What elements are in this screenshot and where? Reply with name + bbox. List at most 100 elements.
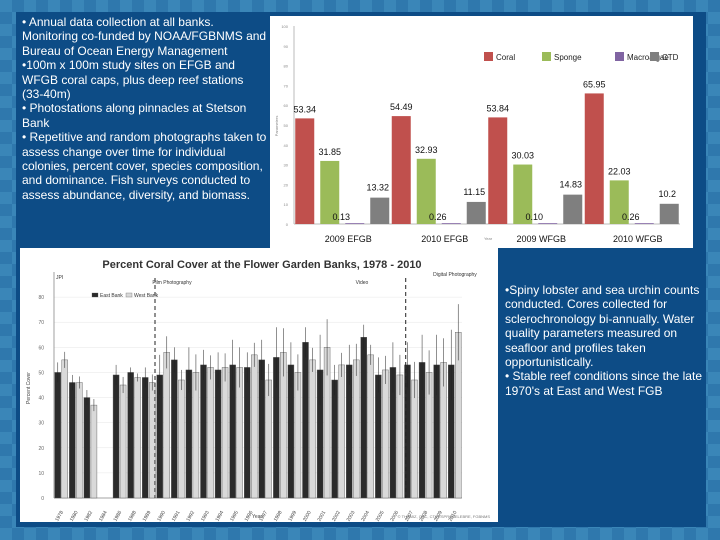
bar-west-bank-2004	[367, 354, 374, 499]
x-tick-label: 1999	[287, 510, 298, 522]
right-bullet-1: •Spiny lobster and sea urchin counts con…	[505, 283, 700, 370]
x-tick-label: 2007	[404, 510, 415, 522]
bar-coral-2009-wfgb	[488, 117, 508, 224]
legend-label-sponge: Sponge	[554, 53, 582, 62]
x-tick-label: 1986	[113, 510, 124, 522]
y-tick-label: 0	[41, 496, 44, 502]
data-label-coral: 53.84	[486, 103, 509, 113]
y-tick-label: 30	[38, 421, 44, 427]
y-tick-label: 20	[38, 446, 44, 452]
left-bullet-1: • Annual data collection at all banks. M…	[22, 15, 267, 58]
bar-west-bank-1993	[207, 367, 214, 499]
data-label-ctd: 11.15	[463, 187, 485, 197]
y-tick-label: 40	[284, 143, 289, 148]
chart-title: Percent Coral Cover at the Flower Garden…	[102, 259, 421, 271]
left-bullet-text: • Annual data collection at all banks. M…	[22, 15, 267, 202]
x-tick-label: 2009 WFGB	[516, 234, 566, 244]
y-tick-label: 70	[38, 320, 44, 326]
x-tick-label: 1980	[69, 510, 80, 522]
x-tick-label: 1997	[258, 510, 269, 522]
bar-east-bank-1989	[142, 377, 149, 499]
bar-east-bank-1994	[214, 369, 222, 499]
legend-label-ctd: CTD	[662, 53, 679, 62]
bar-ctd-2010-efgb	[466, 201, 486, 224]
bar-sponge-2009-wfgb	[513, 164, 533, 224]
legend-swatch-ctd	[650, 52, 659, 61]
x-tick-label: 1998	[273, 510, 284, 522]
left-bullet-4: • Repetitive and random photographs take…	[22, 130, 267, 202]
y-tick-label: 10	[38, 471, 44, 477]
bar-east-bank-2005	[375, 374, 382, 499]
y-tick-label: 60	[284, 103, 289, 108]
bar-west-bank-1991	[178, 379, 185, 499]
bar-east-bank-1997	[258, 359, 265, 499]
y-tick-label: 50	[284, 123, 289, 128]
bar-west-bank-1990	[163, 352, 170, 499]
chart-footnote: © THSMIZ, OSC, CTA ESPROBELEBRE, FGBNMS	[398, 514, 491, 519]
x-tick-label: 1991	[171, 510, 182, 522]
x-tick-label: 2010	[448, 510, 459, 522]
legend-swatch-macroalgae	[615, 52, 624, 61]
x-tick-label: 2003	[346, 510, 357, 522]
y-tick-label: 80	[284, 64, 289, 69]
x-tick-label: 1978	[54, 510, 65, 522]
data-label-coral: 65.95	[583, 79, 606, 89]
bar-west-bank-1994	[221, 367, 229, 499]
y-tick-label: 0	[286, 222, 289, 227]
data-label-sponge: 22.03	[608, 166, 631, 176]
right-bullet-text: •Spiny lobster and sea urchin counts con…	[505, 283, 705, 398]
y-tick-label: 50	[38, 370, 44, 376]
data-label-macroalgae: 0.26	[429, 212, 447, 222]
bar-sponge-2010-efgb	[416, 158, 436, 224]
right-bullet-2: • Stable reef conditions since the late …	[505, 369, 702, 398]
bar-macroalgae-2009-wfgb	[538, 223, 558, 224]
bar-east-bank-1993	[200, 364, 207, 499]
y-tick-label: 10	[284, 202, 289, 207]
x-tick-label: 2005	[375, 510, 386, 522]
x-tick-label: 2001	[317, 510, 328, 522]
bar-ctd-2010-wfgb	[659, 203, 679, 224]
x-tick-label: 1984	[98, 510, 109, 522]
bar-west-bank-2000	[309, 359, 316, 499]
bar-east-bank-1982	[83, 397, 91, 499]
bar-ctd-2009-wfgb	[563, 194, 583, 224]
bar-west-bank-1980	[76, 382, 83, 499]
bar-west-bank-2003	[353, 359, 360, 499]
bar-coral-2009-efgb	[295, 118, 315, 224]
x-tick-label: 2004	[360, 510, 371, 522]
bar-west-bank-1999	[294, 372, 302, 499]
bar-east-bank-2004	[360, 337, 367, 499]
x-tick-label: 1988	[127, 510, 138, 522]
x-tick-label: 1990	[156, 510, 167, 522]
data-label-ctd: 10.2	[658, 189, 676, 199]
x-tick-label: 2009	[433, 510, 444, 522]
x-tick-label: 2010 WFGB	[613, 234, 663, 244]
x-tick-label: 2002	[331, 510, 342, 522]
bar-east-bank-1996	[244, 367, 251, 499]
bar-macroalgae-2010-wfgb	[634, 223, 654, 224]
bar-west-bank-1982	[90, 404, 98, 499]
bar-coral-2010-wfgb	[584, 93, 604, 224]
x-tick-label: 1992	[185, 510, 196, 522]
data-label-sponge: 30.03	[511, 151, 534, 161]
data-label-coral: 53.34	[293, 104, 316, 114]
y-tick-label: 80	[38, 295, 44, 301]
bar-west-bank-2005	[382, 369, 389, 499]
y-tick-label: 30	[284, 163, 289, 168]
x-tick-label: 2008	[419, 510, 430, 522]
y-tick-label: 40	[38, 396, 44, 402]
legend-swatch-west-bank	[125, 292, 133, 298]
x-tick-label: 2010 EFGB	[421, 234, 468, 244]
bar-east-bank-1986	[112, 374, 120, 499]
bar-macroalgae-2009-efgb	[345, 223, 365, 224]
era-marker-label: JPI	[56, 275, 63, 281]
bar-east-bank-2000	[302, 342, 309, 499]
x-tick-label: 1996	[244, 510, 255, 522]
bar-west-bank-1997	[265, 379, 272, 499]
bar-east-bank-1988	[127, 372, 134, 499]
bar-west-bank-1989	[149, 382, 156, 499]
data-label-ctd: 13.32	[366, 183, 389, 193]
bar-macroalgae-2010-efgb	[441, 223, 461, 224]
legend-label-west-bank: West Bank	[134, 293, 159, 299]
x-axis-label: Year	[484, 236, 493, 241]
